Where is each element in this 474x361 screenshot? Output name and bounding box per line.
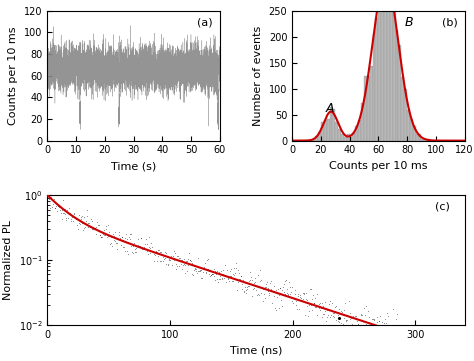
X-axis label: Counts per 10 ms: Counts per 10 ms	[329, 161, 428, 171]
Bar	[375, 18, 378, 141]
Bar	[353, 133, 356, 141]
Bar	[404, 89, 407, 141]
Bar	[312, 140, 315, 141]
Bar	[356, 126, 358, 141]
Bar	[341, 134, 344, 141]
Bar	[387, 0, 390, 141]
Text: (c): (c)	[435, 201, 450, 212]
Point	[336, 315, 343, 321]
Bar	[327, 119, 329, 141]
Bar	[424, 139, 427, 141]
Text: A: A	[325, 102, 334, 115]
Bar	[392, 5, 396, 141]
Bar	[413, 126, 416, 141]
Bar	[399, 44, 401, 141]
Bar	[315, 136, 318, 141]
Bar	[335, 122, 338, 141]
Bar	[358, 120, 361, 141]
Bar	[384, 0, 387, 141]
Y-axis label: Number of events: Number of events	[253, 26, 263, 126]
Bar	[401, 77, 404, 141]
Bar	[307, 140, 310, 141]
Bar	[347, 134, 350, 141]
Bar	[329, 107, 332, 141]
Y-axis label: Normalized PL: Normalized PL	[3, 220, 13, 300]
Bar	[367, 76, 370, 141]
Bar	[390, 0, 392, 141]
Bar	[318, 132, 321, 141]
Bar	[361, 103, 364, 141]
Bar	[373, 34, 375, 141]
Bar	[421, 139, 424, 141]
Text: B: B	[404, 16, 413, 29]
Text: (a): (a)	[197, 17, 213, 27]
Bar	[416, 134, 419, 141]
Bar	[407, 110, 410, 141]
Bar	[396, 30, 399, 141]
Bar	[332, 109, 335, 141]
Bar	[381, 0, 384, 141]
Bar	[410, 119, 413, 141]
Bar	[338, 129, 341, 141]
Text: (b): (b)	[442, 17, 458, 27]
Bar	[378, 0, 381, 141]
Point	[340, 332, 348, 338]
Bar	[427, 139, 430, 141]
Bar	[344, 138, 347, 141]
Bar	[350, 138, 353, 141]
Bar	[364, 76, 367, 141]
Bar	[324, 120, 327, 141]
X-axis label: Time (s): Time (s)	[111, 161, 156, 171]
Bar	[370, 66, 373, 141]
Bar	[419, 134, 421, 141]
Y-axis label: Counts per 10 ms: Counts per 10 ms	[9, 26, 18, 125]
Bar	[321, 122, 324, 141]
X-axis label: Time (ns): Time (ns)	[230, 345, 282, 355]
